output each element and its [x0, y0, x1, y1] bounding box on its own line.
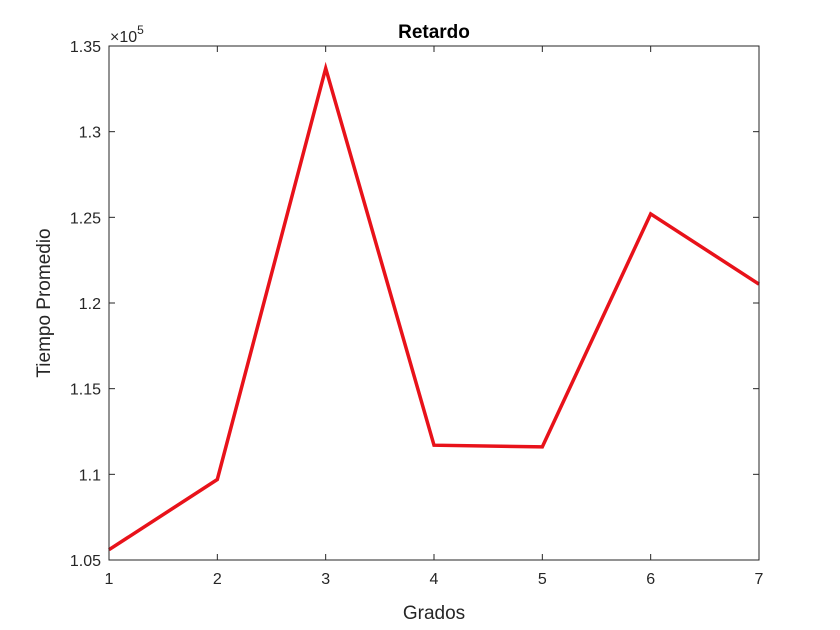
- y-tick-label: 1.3: [79, 125, 101, 142]
- y-exponent-base: ×10: [110, 29, 137, 46]
- y-tick-label: 1.05: [70, 553, 101, 570]
- x-axis: 1 2 3 4 5 6 7: [105, 46, 764, 588]
- x-tick-label: 4: [430, 571, 439, 588]
- y-tick-label: 1.15: [70, 382, 101, 399]
- x-tick-label: 6: [646, 571, 655, 588]
- chart-title: Retardo: [398, 22, 470, 43]
- x-tick-label: 3: [321, 571, 330, 588]
- plot-frame: [108, 45, 760, 561]
- y-exponent-power: 5: [137, 23, 144, 37]
- y-axis: 1.05 1.1 1.15 1.2 1.25 1.3 1.35: [70, 39, 759, 570]
- y-axis-exponent: ×105: [110, 23, 144, 46]
- x-tick-label: 1: [105, 571, 114, 588]
- y-tick-label: 1.35: [70, 39, 101, 56]
- y-tick-label: 1.2: [79, 296, 101, 313]
- x-tick-label: 7: [755, 571, 764, 588]
- x-tick-label: 2: [213, 571, 222, 588]
- y-tick-label: 1.1: [79, 467, 101, 484]
- y-tick-label: 1.25: [70, 210, 101, 227]
- x-axis-label: Grados: [403, 603, 465, 624]
- series-layer: [108, 61, 760, 552]
- y-axis-label: Tiempo Promedio: [34, 228, 55, 377]
- x-tick-label: 5: [538, 571, 547, 588]
